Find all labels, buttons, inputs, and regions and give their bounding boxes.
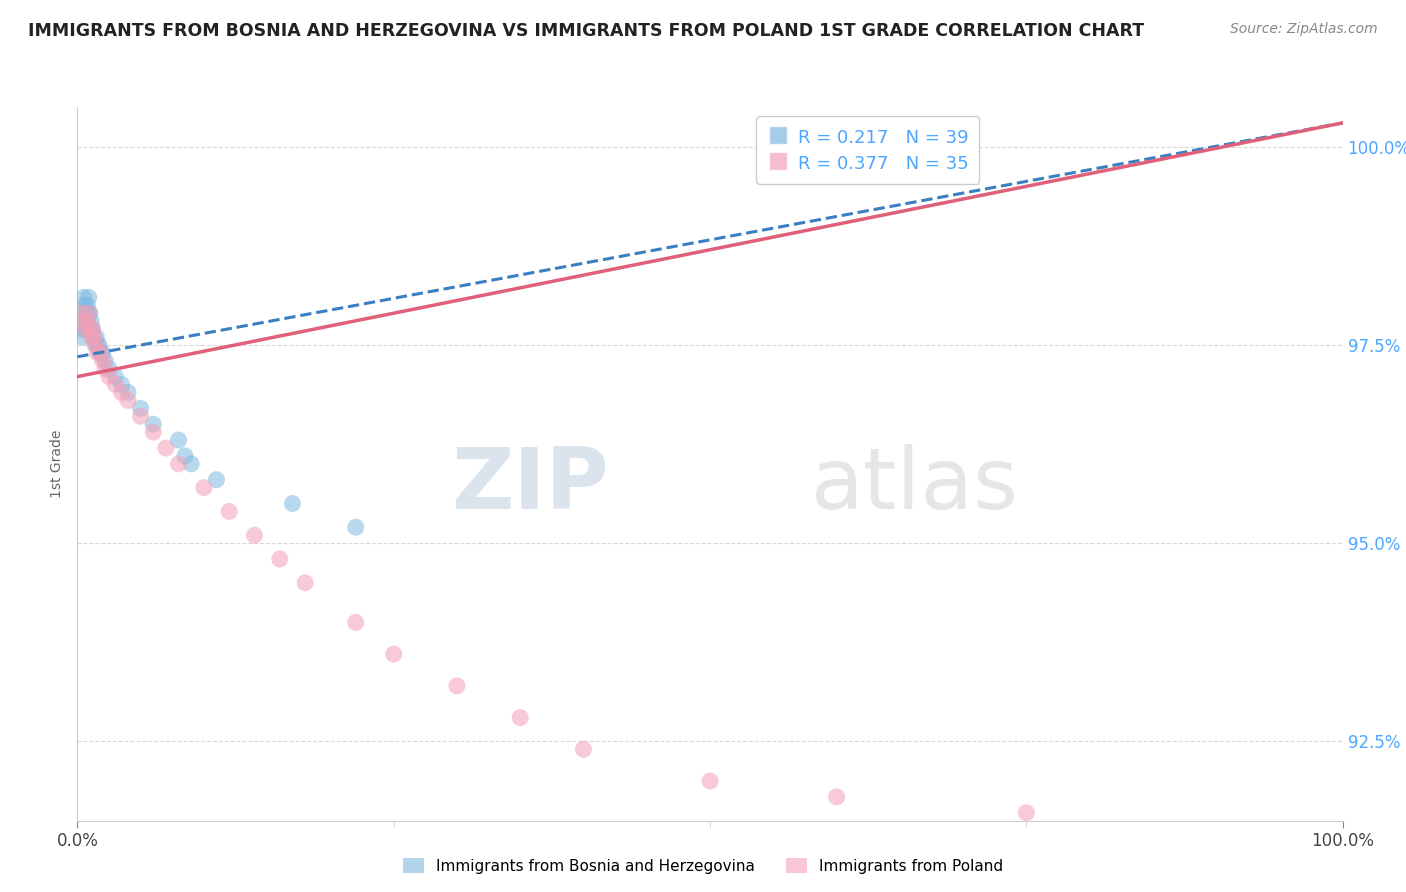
Point bbox=[218, 504, 240, 518]
Point bbox=[86, 330, 108, 344]
Point bbox=[86, 346, 108, 360]
Text: IMMIGRANTS FROM BOSNIA AND HERZEGOVINA VS IMMIGRANTS FROM POLAND 1ST GRADE CORRE: IMMIGRANTS FROM BOSNIA AND HERZEGOVINA V… bbox=[28, 22, 1144, 40]
Point bbox=[73, 290, 96, 304]
Point bbox=[70, 306, 93, 320]
Point bbox=[77, 290, 100, 304]
Point bbox=[79, 322, 101, 336]
Point bbox=[129, 409, 152, 424]
Point bbox=[446, 679, 468, 693]
Point bbox=[91, 346, 114, 360]
Point bbox=[344, 520, 367, 534]
Point bbox=[382, 647, 405, 661]
Point bbox=[77, 306, 100, 320]
Point bbox=[104, 377, 127, 392]
Point bbox=[142, 417, 165, 432]
Y-axis label: 1st Grade: 1st Grade bbox=[51, 430, 65, 498]
Point bbox=[82, 322, 104, 336]
Point bbox=[174, 449, 197, 463]
Point bbox=[75, 306, 97, 320]
Point bbox=[80, 322, 103, 336]
Point bbox=[111, 385, 132, 400]
Point bbox=[72, 330, 94, 344]
Point bbox=[90, 346, 112, 360]
Point bbox=[73, 314, 96, 328]
Point bbox=[180, 457, 202, 471]
Point bbox=[73, 314, 96, 328]
Point bbox=[86, 338, 108, 352]
Point bbox=[117, 385, 139, 400]
Point bbox=[76, 314, 98, 328]
Point bbox=[77, 306, 100, 320]
Point bbox=[73, 306, 96, 320]
Text: atlas: atlas bbox=[811, 443, 1019, 527]
Point bbox=[86, 338, 108, 352]
Point bbox=[269, 552, 291, 566]
Point bbox=[167, 433, 190, 447]
Point bbox=[142, 425, 165, 439]
Point bbox=[129, 401, 152, 416]
Point bbox=[91, 353, 114, 368]
Point bbox=[89, 346, 111, 360]
Point bbox=[344, 615, 367, 630]
Point bbox=[193, 481, 215, 495]
Point bbox=[82, 322, 104, 336]
Point bbox=[94, 353, 117, 368]
Point bbox=[76, 314, 98, 328]
Point bbox=[73, 298, 96, 312]
Point bbox=[1015, 805, 1038, 820]
Point bbox=[80, 330, 103, 344]
Point bbox=[87, 338, 110, 352]
Point bbox=[83, 330, 105, 344]
Point bbox=[117, 393, 139, 408]
Point bbox=[89, 346, 111, 360]
Point bbox=[70, 322, 93, 336]
Point bbox=[98, 369, 120, 384]
Point bbox=[572, 742, 595, 756]
Point bbox=[83, 330, 105, 344]
Point bbox=[243, 528, 266, 542]
Point bbox=[294, 575, 316, 590]
Point bbox=[281, 496, 304, 510]
Legend: Immigrants from Bosnia and Herzegovina, Immigrants from Poland: Immigrants from Bosnia and Herzegovina, … bbox=[396, 852, 1010, 880]
Point bbox=[167, 457, 190, 471]
Legend: R = 0.217   N = 39, R = 0.377   N = 35: R = 0.217 N = 39, R = 0.377 N = 35 bbox=[756, 116, 980, 184]
Point bbox=[94, 361, 117, 376]
Point bbox=[111, 377, 132, 392]
Point bbox=[98, 361, 120, 376]
Point bbox=[699, 774, 721, 789]
Point bbox=[155, 441, 177, 455]
Point bbox=[69, 314, 91, 328]
Text: ZIP: ZIP bbox=[451, 443, 609, 527]
Point bbox=[79, 306, 101, 320]
Point bbox=[79, 322, 101, 336]
Point bbox=[76, 298, 98, 312]
Text: Source: ZipAtlas.com: Source: ZipAtlas.com bbox=[1230, 22, 1378, 37]
Point bbox=[84, 338, 107, 352]
Point bbox=[825, 789, 848, 804]
Point bbox=[205, 473, 228, 487]
Point bbox=[75, 322, 97, 336]
Point bbox=[509, 710, 531, 724]
Point bbox=[75, 322, 97, 336]
Point bbox=[104, 369, 127, 384]
Point bbox=[80, 314, 103, 328]
